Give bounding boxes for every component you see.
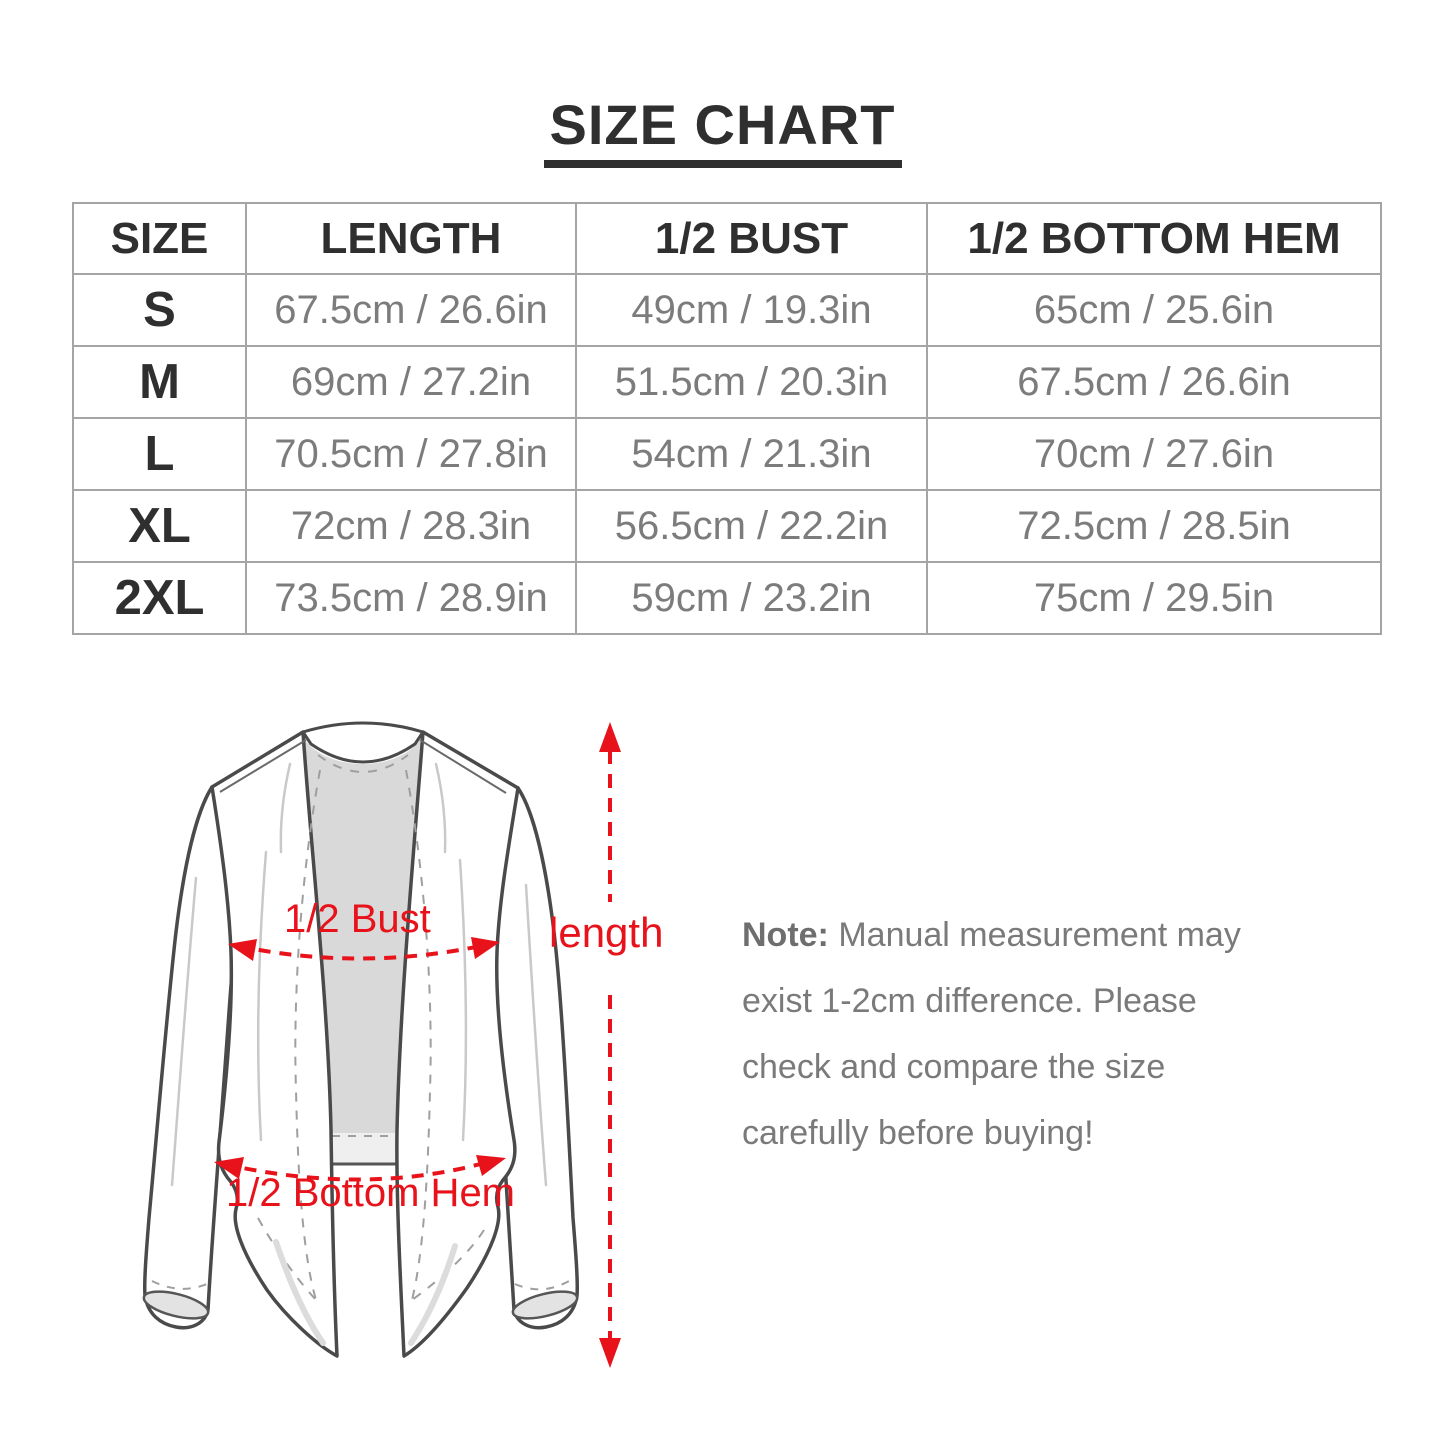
size-value: 2XL [72, 561, 247, 635]
note-label: Note: [742, 916, 829, 954]
length-arrowhead-down [599, 1338, 621, 1368]
left-cuff-opening [142, 1290, 210, 1320]
page-title-wrap: SIZE CHART [0, 96, 1445, 168]
length-value: 69cm / 27.2in [245, 345, 577, 419]
measurement-arrows [214, 722, 621, 1368]
bottom-hem-value: 67.5cm / 26.6in [926, 345, 1382, 419]
bust-arrowhead-right [471, 937, 500, 959]
table-row: L 70.5cm / 27.8in 54cm / 21.3in 70cm / 2… [72, 417, 1382, 491]
measurement-note: Note: Manual measurement may exist 1-2cm… [742, 902, 1266, 1166]
bottom-hem-value: 72.5cm / 28.5in [926, 489, 1382, 563]
length-value: 70.5cm / 27.8in [245, 417, 577, 491]
note-line: Note: Manual measurement may [742, 902, 1266, 968]
bottom-hem-value: 65cm / 25.6in [926, 273, 1382, 347]
note-line: exist 1-2cm difference. Please [742, 982, 1197, 1020]
length-value: 72cm / 28.3in [245, 489, 577, 563]
bust-measure-label: 1/2 Bust [284, 897, 431, 941]
right-front-seam [405, 769, 432, 1301]
bust-arrowhead-left [228, 939, 257, 961]
length-measure-label: length [549, 909, 664, 956]
size-value: XL [72, 489, 247, 563]
right-front-panel [395, 730, 520, 1358]
cardigan-line-art [142, 721, 579, 1358]
bottom-hem-value: 75cm / 29.5in [926, 561, 1382, 635]
bust-value: 59cm / 23.2in [575, 561, 928, 635]
bust-value: 51.5cm / 20.3in [575, 345, 928, 419]
hem-arrowhead-right [476, 1155, 506, 1176]
length-value: 67.5cm / 26.6in [245, 273, 577, 347]
header-bottom-hem: 1/2 BOTTOM HEM [926, 202, 1382, 275]
bottom-hem-value: 70cm / 27.6in [926, 417, 1382, 491]
length-arrowhead-up [599, 722, 621, 752]
size-table: SIZE LENGTH 1/2 BUST 1/2 BOTTOM HEM S 67… [72, 202, 1382, 635]
note-line: check and compare the size [742, 1048, 1166, 1086]
bust-value: 56.5cm / 22.2in [575, 489, 928, 563]
table-row: XL 72cm / 28.3in 56.5cm / 22.2in 72.5cm … [72, 489, 1382, 563]
right-cuff-opening [511, 1290, 579, 1320]
header-bust: 1/2 BUST [575, 202, 928, 275]
bottom-hem-measure-label: 1/2 Bottom Hem [226, 1171, 516, 1215]
table-row: S 67.5cm / 26.6in 49cm / 19.3in 65cm / 2… [72, 273, 1382, 347]
note-text: Manual measurement may [828, 916, 1241, 954]
left-front-seam [294, 769, 321, 1301]
hem-arrow-line [223, 1160, 489, 1182]
collar [301, 721, 425, 764]
note-line: carefully before buying! [742, 1114, 1094, 1152]
table-row: M 69cm / 27.2in 51.5cm / 20.3in 67.5cm /… [72, 345, 1382, 419]
left-front-panel [210, 730, 339, 1358]
header-size: SIZE [72, 202, 247, 275]
bust-value: 54cm / 21.3in [575, 417, 928, 491]
size-value: L [72, 417, 247, 491]
header-length: LENGTH [245, 202, 577, 275]
size-value: S [72, 273, 247, 347]
size-value: M [72, 345, 247, 419]
length-value: 73.5cm / 28.9in [245, 561, 577, 635]
hem-arrowhead-left [214, 1157, 244, 1179]
page-title: SIZE CHART [543, 96, 902, 168]
bust-value: 49cm / 19.3in [575, 273, 928, 347]
bust-arrow-line [237, 942, 491, 961]
table-row: 2XL 73.5cm / 28.9in 59cm / 23.2in 75cm /… [72, 561, 1382, 635]
table-header-row: SIZE LENGTH 1/2 BUST 1/2 BOTTOM HEM [72, 202, 1382, 275]
